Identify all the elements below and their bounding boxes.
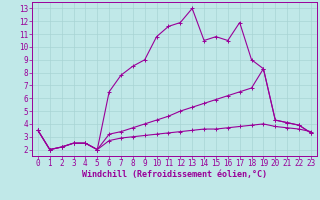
X-axis label: Windchill (Refroidissement éolien,°C): Windchill (Refroidissement éolien,°C): [82, 170, 267, 179]
